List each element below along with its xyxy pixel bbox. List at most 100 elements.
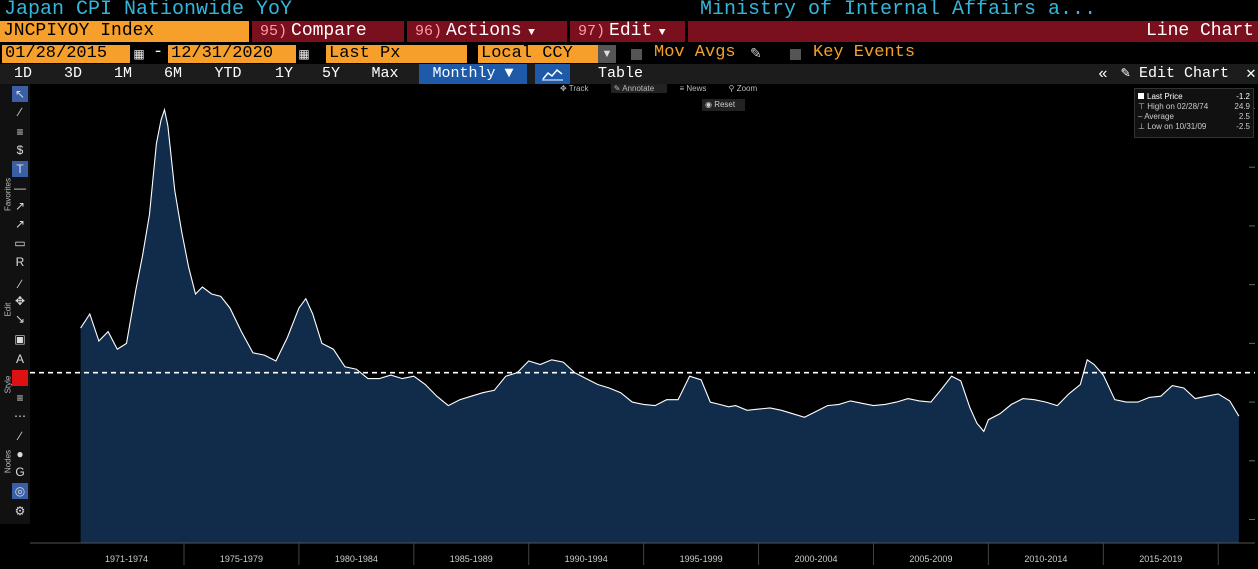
data-source: Ministry of Internal Affairs a... [700, 0, 1097, 21]
zoom-tool[interactable]: ⚲ Zoom [728, 84, 758, 93]
mov-avgs-checkbox[interactable] [631, 49, 642, 60]
compare-menu-number: 95) [260, 23, 288, 40]
close-icon[interactable]: ✕ [1245, 66, 1257, 81]
legend-last-price-label: Last Price [1147, 92, 1183, 101]
edit-menu[interactable]: 97) Edit ▼ [570, 21, 685, 42]
legend-high-label: High on 02/28/74 [1147, 102, 1209, 111]
period-max[interactable]: Max [371, 65, 399, 82]
cursor-icon[interactable]: ↖ [12, 86, 28, 102]
period-1y[interactable]: 1Y [274, 65, 293, 82]
actions-menu-label: Actions [446, 21, 522, 41]
x-tick-label: 2010-2014 [1024, 554, 1067, 564]
collapse-button[interactable]: « [1098, 65, 1108, 82]
fib-tool-icon[interactable]: ≡ [16, 125, 24, 139]
key-events-checkbox[interactable] [790, 49, 801, 60]
magnet-icon[interactable]: G [15, 465, 25, 479]
table-button[interactable]: Table [598, 65, 644, 82]
horizontal-line-icon[interactable]: — [14, 181, 26, 195]
period-5y[interactable]: 5Y [321, 65, 340, 82]
reset-button[interactable]: ◉ Reset [702, 99, 745, 111]
move-icon[interactable]: ✥ [14, 294, 26, 308]
x-tick-label: 1995-1999 [680, 554, 723, 564]
ray-line-icon[interactable]: ↗ [14, 217, 26, 231]
x-tick-label: 2005-2009 [909, 554, 952, 564]
legend: Last Price -1.2 ⊤ High on 02/28/74 24.9 – … [1134, 88, 1254, 138]
ticker-label: JNCPIYOY Index [3, 21, 155, 41]
end-date-field[interactable]: 12/31/2020 [168, 45, 296, 63]
compare-menu-label: Compare [291, 21, 367, 41]
title-bar: Japan CPI Nationwide YoY Ministry of Int… [0, 0, 1258, 21]
x-tick-label: 1971-1974 [105, 554, 148, 564]
period-ytd[interactable]: YTD [214, 65, 242, 82]
start-date-field[interactable]: 01/28/2015 [2, 45, 130, 63]
edit-menu-label: Edit [609, 21, 653, 41]
calendar-icon[interactable]: ▦ [298, 47, 310, 61]
actions-menu[interactable]: 96) Actions ▼ [407, 21, 567, 42]
reset-label: Reset [714, 100, 736, 109]
node-add-icon[interactable]: ● [16, 447, 24, 461]
pencil-icon: ✎ [1121, 65, 1140, 82]
frequency-dropdown[interactable]: Monthly ▼ [419, 64, 527, 84]
snap-icon[interactable]: ◎ [12, 483, 28, 499]
color-swatch-icon[interactable] [12, 370, 28, 386]
options-bar [0, 43, 1258, 64]
x-tick-label: 1980-1984 [335, 554, 378, 564]
pencil-icon[interactable]: ✎ [750, 45, 762, 61]
compare-menu[interactable]: 95) Compare [252, 21, 402, 42]
period-1d[interactable]: 1D [13, 65, 32, 82]
edit-chart-label: Edit Chart [1139, 65, 1230, 82]
dollar-tool-icon[interactable]: $ [16, 143, 24, 157]
text-box-icon[interactable]: T [12, 161, 28, 177]
x-tick-label: 1990-1994 [565, 554, 608, 564]
channel-icon[interactable]: ▭ [14, 236, 26, 250]
zoom-label: Zoom [736, 84, 758, 93]
track-tool[interactable]: ✥ Track [560, 84, 589, 93]
legend-average-value: 2.5 [1238, 112, 1250, 121]
x-tick-label: 2000-2004 [794, 554, 837, 564]
legend-low-label: Low on 10/31/09 [1147, 122, 1207, 131]
period-3d[interactable]: 3D [63, 65, 82, 82]
legend-last-price-value: -1.2 [1236, 92, 1250, 101]
actions-menu-number: 96) [415, 23, 443, 40]
legend-last-price: Last Price -1.2 [1138, 92, 1250, 101]
edit-menu-number: 97) [578, 23, 606, 40]
x-tick-label: 1975-1979 [220, 554, 263, 564]
legend-average-label: Average [1144, 112, 1174, 121]
currency-selector[interactable]: Local CCY [478, 45, 598, 63]
pen-icon[interactable]: ∕ [18, 277, 21, 291]
period-6m[interactable]: 6M [163, 65, 182, 82]
line-tool-icon[interactable]: ∕ [18, 105, 21, 119]
select-icon[interactable]: ↘ [14, 312, 26, 326]
trash-icon[interactable]: ▣ [14, 332, 26, 346]
edit-chart-button[interactable]: ✎ Edit Chart [1121, 64, 1242, 84]
legend-high: ⊤ High on 02/28/74 24.9 [1138, 102, 1250, 111]
calendar-icon[interactable]: ▦ [133, 47, 145, 61]
line-style-icon[interactable]: ⋯ [14, 409, 26, 423]
key-events-label: Key Events [813, 43, 916, 62]
news-tool[interactable]: ≡ News [679, 84, 707, 93]
gear-icon[interactable]: ⚙ [14, 504, 26, 518]
chart-tools-bar: ✥ Track ✎ Annotate ≡ News ⚲ Zoom [560, 84, 777, 97]
r-tool-icon[interactable]: R [15, 255, 25, 269]
annotate-tool[interactable]: ✎ Annotate [610, 84, 668, 93]
period-1m[interactable]: 1M [113, 65, 132, 82]
ticker-field[interactable]: JNCPIYOY Index [0, 21, 249, 42]
chevron-down-icon[interactable]: ▼ [598, 45, 616, 63]
font-icon[interactable]: A [15, 352, 24, 366]
legend-low: ⊥ Low on 10/31/09 -2.5 [1138, 122, 1250, 131]
chart-title: Japan CPI Nationwide YoY [4, 0, 293, 21]
drawing-toolbar [0, 84, 30, 524]
mov-avgs-label: Mov Avgs [654, 43, 736, 62]
series-line [80, 107, 1240, 433]
line-chart-icon [542, 68, 563, 81]
trend-line-icon[interactable]: ↗ [14, 199, 26, 213]
line-weight-icon[interactable]: ≡ [16, 391, 24, 405]
x-tick-label: 1985-1989 [450, 554, 493, 564]
field-selector[interactable]: Last Px [326, 45, 467, 63]
line-chart-toggle[interactable] [535, 64, 570, 84]
news-label: News [686, 84, 707, 93]
node-edit-icon[interactable]: ∕ [18, 429, 21, 443]
legend-average: – Average 2.5 [1138, 112, 1250, 121]
legend-low-value: -2.5 [1236, 122, 1250, 131]
